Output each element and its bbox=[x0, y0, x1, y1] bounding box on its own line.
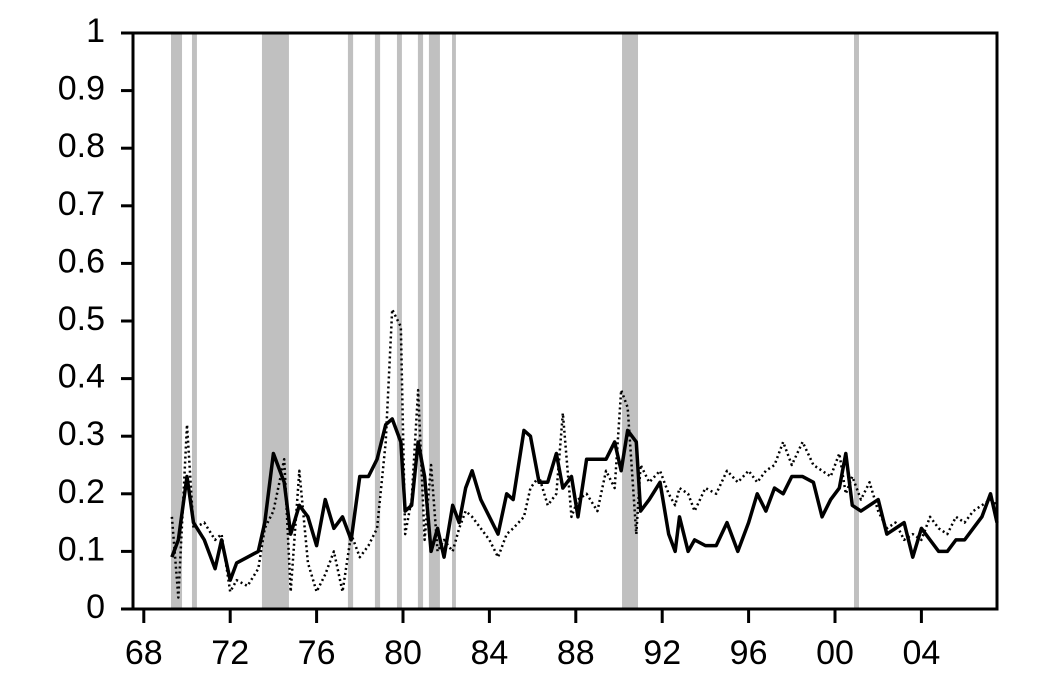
y-tick-label: 0.7 bbox=[58, 185, 105, 223]
x-tick-label: 72 bbox=[211, 634, 249, 672]
recession-band bbox=[622, 33, 639, 609]
x-tick-label: 96 bbox=[730, 634, 768, 672]
y-tick-label: 1 bbox=[86, 12, 105, 50]
dotted-line bbox=[170, 308, 998, 599]
y-tick-label: 0 bbox=[86, 588, 105, 626]
x-tick-label: 00 bbox=[816, 634, 854, 672]
recession-band bbox=[191, 33, 197, 609]
recession-band bbox=[428, 33, 440, 609]
y-tick-label: 0.1 bbox=[58, 530, 105, 568]
x-tick-label: 76 bbox=[298, 634, 336, 672]
recession-band bbox=[171, 33, 183, 609]
line-layer bbox=[170, 308, 999, 599]
y-tick-label: 0.2 bbox=[58, 473, 105, 511]
x-tick-label: 92 bbox=[643, 634, 681, 672]
x-tick-label: 88 bbox=[557, 634, 595, 672]
x-tick-label: 68 bbox=[125, 634, 163, 672]
x-tick-label: 84 bbox=[470, 634, 508, 672]
x-tick-label: 80 bbox=[384, 634, 422, 672]
y-tick-label: 0.3 bbox=[58, 415, 105, 453]
y-tick-label: 0.6 bbox=[58, 242, 105, 280]
y-tick-label: 0.4 bbox=[58, 358, 105, 396]
y-tick-label: 0.5 bbox=[58, 300, 105, 338]
axis-layer: 0 0.1 0.2 0.3 0.4 0.5 0.6 0.7 0.8 0.9 1 68 72 76 80 84 8… bbox=[58, 12, 941, 672]
y-tick-label: 0.8 bbox=[58, 127, 105, 165]
y-tick-label: 0.9 bbox=[58, 70, 105, 108]
recession-band bbox=[854, 33, 859, 609]
recession-band bbox=[374, 33, 381, 609]
recession-band bbox=[396, 33, 402, 609]
shading-layer bbox=[171, 33, 859, 609]
solid-line bbox=[170, 417, 999, 582]
recession-band bbox=[452, 33, 456, 609]
x-tick-label: 04 bbox=[902, 634, 940, 672]
recession-band bbox=[347, 33, 354, 609]
recession-band bbox=[417, 33, 424, 609]
